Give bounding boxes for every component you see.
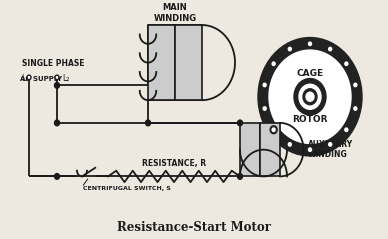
Circle shape [54, 120, 59, 126]
Circle shape [286, 45, 293, 53]
Circle shape [354, 107, 357, 110]
Circle shape [258, 38, 362, 156]
Circle shape [352, 104, 359, 113]
Circle shape [354, 83, 357, 87]
Circle shape [343, 60, 350, 68]
Text: AUXILIARY
WINDING: AUXILIARY WINDING [308, 140, 353, 159]
Circle shape [146, 120, 151, 126]
Circle shape [269, 50, 351, 143]
Circle shape [270, 60, 277, 68]
Circle shape [54, 82, 59, 88]
Circle shape [345, 128, 348, 131]
Circle shape [306, 92, 314, 101]
Text: L₂: L₂ [62, 74, 69, 83]
Circle shape [261, 104, 268, 113]
Circle shape [288, 143, 291, 146]
Circle shape [237, 174, 242, 179]
Circle shape [308, 148, 312, 151]
Text: L₁: L₁ [21, 74, 28, 83]
Text: Resistance-Start Motor: Resistance-Start Motor [117, 221, 271, 234]
Bar [175, 25, 202, 100]
Circle shape [27, 75, 31, 80]
Circle shape [54, 174, 59, 179]
Circle shape [288, 47, 291, 51]
Circle shape [261, 81, 268, 89]
Bar [260, 123, 280, 176]
Circle shape [327, 141, 334, 148]
Text: ROTOR: ROTOR [292, 115, 328, 124]
Circle shape [308, 42, 312, 45]
Circle shape [352, 81, 359, 89]
Circle shape [263, 107, 266, 110]
Text: CENTRIFUGAL SWITCH, S: CENTRIFUGAL SWITCH, S [83, 185, 171, 190]
Circle shape [329, 47, 332, 51]
Circle shape [307, 40, 314, 48]
Circle shape [237, 120, 242, 126]
Circle shape [307, 146, 314, 154]
Circle shape [272, 128, 275, 131]
Bar [240, 123, 260, 176]
Circle shape [286, 141, 293, 148]
Circle shape [272, 62, 275, 65]
Circle shape [303, 89, 317, 105]
Text: RESISTANCE, R: RESISTANCE, R [142, 159, 206, 168]
Text: AC SUPPLY: AC SUPPLY [20, 76, 62, 81]
Text: CAGE: CAGE [296, 70, 324, 78]
Circle shape [327, 45, 334, 53]
Circle shape [270, 126, 277, 134]
Circle shape [345, 62, 348, 65]
Bar [148, 25, 175, 100]
Circle shape [299, 84, 321, 109]
Text: SINGLE PHASE: SINGLE PHASE [22, 59, 85, 68]
Circle shape [329, 143, 332, 146]
Circle shape [55, 75, 59, 80]
Circle shape [263, 83, 266, 87]
Circle shape [343, 126, 350, 134]
Circle shape [294, 79, 326, 115]
Text: MAIN
WINDING: MAIN WINDING [153, 3, 197, 23]
